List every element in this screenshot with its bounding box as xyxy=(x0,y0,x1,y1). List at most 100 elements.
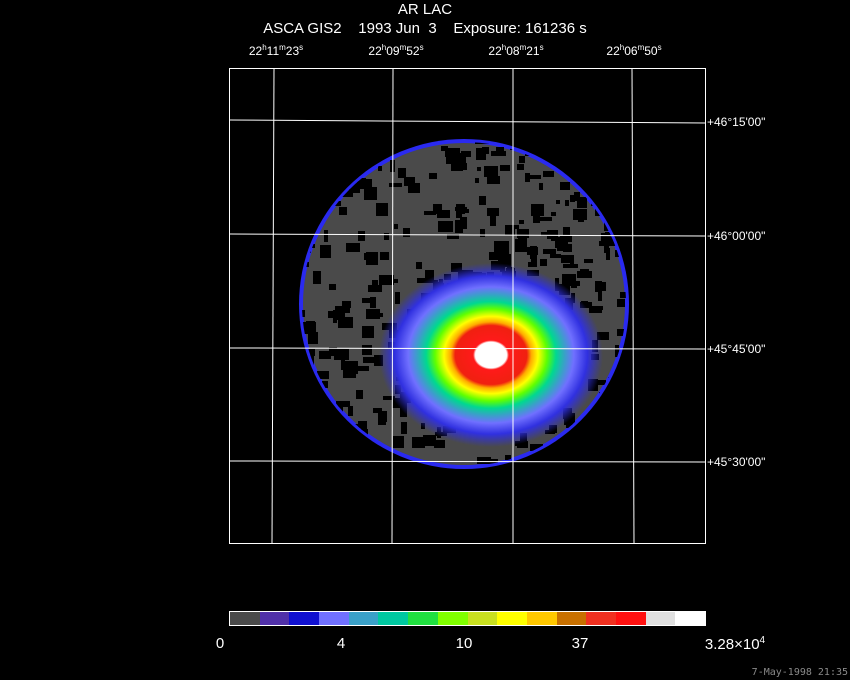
noise-pixel xyxy=(441,146,448,151)
noise-pixel xyxy=(563,227,570,239)
colorbar-swatch xyxy=(230,612,260,625)
noise-pixel xyxy=(598,291,602,301)
noise-pixel xyxy=(433,204,442,214)
colorbar-tick-label: 10 xyxy=(455,635,473,652)
noise-pixel xyxy=(514,225,519,229)
noise-pixel xyxy=(438,221,453,232)
colorbar-swatch xyxy=(289,612,320,625)
noise-pixel xyxy=(541,232,553,236)
noise-pixel xyxy=(490,215,496,226)
noise-pixel xyxy=(570,255,574,264)
noise-pixel xyxy=(416,262,422,269)
noise-pixel xyxy=(447,234,459,239)
noise-pixel xyxy=(479,196,486,205)
noise-pixel xyxy=(335,306,350,313)
noise-pixel xyxy=(317,371,329,379)
noise-pixel xyxy=(423,435,436,446)
noise-pixel xyxy=(597,332,609,340)
noise-pixel xyxy=(378,166,382,171)
dec-label: +46°00'00" xyxy=(707,229,766,243)
noise-pixel xyxy=(517,441,528,448)
noise-pixel xyxy=(527,247,538,255)
noise-pixel xyxy=(573,209,587,220)
colorbar-swatch xyxy=(497,612,527,625)
dec-label: +45°45'00" xyxy=(707,342,766,356)
noise-pixel xyxy=(380,411,387,422)
image-title: AR LAC xyxy=(397,1,453,18)
noise-pixel xyxy=(322,381,328,388)
noise-pixel xyxy=(505,225,515,235)
noise-pixel xyxy=(338,317,343,325)
noise-pixel xyxy=(404,177,415,186)
noise-pixel xyxy=(494,241,509,254)
noise-pixel xyxy=(408,183,420,193)
colorbar-swatch xyxy=(319,612,349,625)
noise-pixel xyxy=(595,281,602,292)
grid-line-dec-4 xyxy=(229,460,706,463)
noise-pixel xyxy=(394,224,398,229)
noise-pixel xyxy=(550,254,561,258)
ra-label: 22h09m52s xyxy=(368,43,424,58)
noise-pixel xyxy=(366,179,372,192)
noise-pixel xyxy=(543,249,556,254)
noise-pixel xyxy=(343,368,356,378)
noise-pixel xyxy=(366,252,378,265)
noise-pixel xyxy=(580,302,592,308)
grid-line-ra-1 xyxy=(271,68,275,544)
noise-pixel xyxy=(319,351,331,359)
colorbar-tick-label: 0 xyxy=(215,635,225,652)
noise-pixel xyxy=(604,241,609,253)
noise-pixel xyxy=(362,298,373,303)
noise-pixel xyxy=(570,195,575,202)
noise-pixel xyxy=(352,424,367,428)
noise-pixel xyxy=(561,255,573,263)
noise-pixel xyxy=(364,187,377,200)
noise-pixel xyxy=(412,437,425,448)
noise-pixel xyxy=(517,229,529,238)
noise-pixel xyxy=(543,171,554,177)
noise-pixel xyxy=(320,245,331,258)
colorbar-tick-label: 3.28×104 xyxy=(704,635,766,653)
noise-pixel xyxy=(333,310,337,323)
noise-pixel xyxy=(446,156,461,164)
noise-pixel xyxy=(302,322,316,334)
noise-pixel xyxy=(500,165,510,171)
noise-pixel xyxy=(394,442,400,448)
grid-line-dec-3 xyxy=(229,347,706,350)
noise-pixel xyxy=(329,347,337,356)
noise-pixel xyxy=(496,147,504,154)
colorbar-swatch xyxy=(675,612,705,625)
noise-pixel xyxy=(574,192,580,201)
noise-pixel xyxy=(519,156,525,163)
noise-pixel xyxy=(539,183,543,190)
noise-pixel xyxy=(403,228,410,237)
noise-pixel xyxy=(363,357,377,363)
noise-pixel xyxy=(606,248,610,260)
colorbar-swatch xyxy=(645,612,676,625)
noise-pixel xyxy=(560,182,570,190)
noise-pixel xyxy=(455,220,463,233)
noise-pixel xyxy=(398,168,406,178)
noise-pixel xyxy=(525,173,530,182)
noise-pixel xyxy=(395,292,400,304)
noise-pixel xyxy=(358,231,365,241)
noise-pixel xyxy=(376,203,388,216)
colorbar-swatch xyxy=(259,612,290,625)
colorbar-swatch xyxy=(467,612,498,625)
noise-pixel xyxy=(477,457,491,464)
ra-label: 22h11m23s xyxy=(248,43,304,58)
noise-pixel xyxy=(356,390,363,399)
noise-pixel xyxy=(589,306,602,313)
coordinate-grid xyxy=(229,68,706,544)
noise-pixel xyxy=(336,401,350,407)
noise-pixel xyxy=(505,455,511,460)
timestamp: 7-May-1998 21:35 xyxy=(751,667,848,678)
noise-pixel xyxy=(329,284,336,290)
noise-pixel xyxy=(615,345,619,357)
noise-pixel xyxy=(519,220,524,224)
noise-pixel xyxy=(517,164,524,170)
noise-pixel xyxy=(460,209,469,213)
noise-pixel xyxy=(540,259,547,266)
noise-pixel xyxy=(328,311,337,318)
noise-pixel xyxy=(337,313,345,320)
